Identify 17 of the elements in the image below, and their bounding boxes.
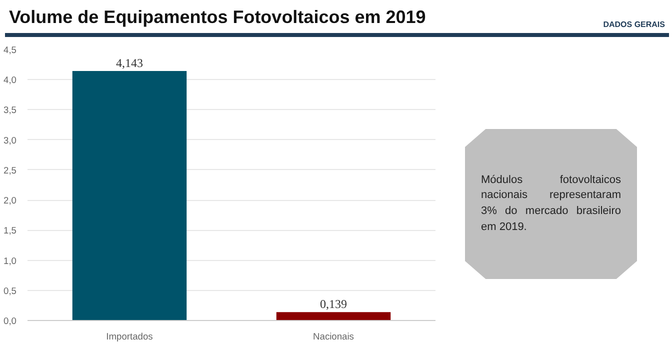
text: DADOS GERAIS [603, 19, 665, 31]
chart-title: Volume de Equipamentos Fotovoltaicos em 2019 [9, 6, 426, 29]
y-tick-label: 3,5 [4, 105, 16, 116]
y-tick-label: 1,0 [4, 256, 16, 266]
y-tick-label: 0,0 [4, 316, 16, 326]
data-label: 0,139 [320, 297, 347, 312]
y-tick-label: 2,5 [4, 165, 16, 176]
y-tick-label: 1,5 [4, 226, 16, 236]
text: Módulos fotovoltaicos nacionais representaram 3% do mercado brasileiro em 2019. [465, 129, 637, 279]
y-tick-label: 4,0 [4, 75, 16, 86]
data-label: 4,143 [116, 56, 143, 70]
y-tick-label: 0,5 [4, 286, 16, 296]
x-tick-label: Importados [106, 332, 154, 342]
y-tick-label: 3,0 [4, 135, 16, 146]
y-tick-label: 4,5 [4, 45, 16, 55]
x-tick-label: Nacionais [313, 332, 354, 342]
y-tick-label: 2,0 [4, 196, 16, 206]
